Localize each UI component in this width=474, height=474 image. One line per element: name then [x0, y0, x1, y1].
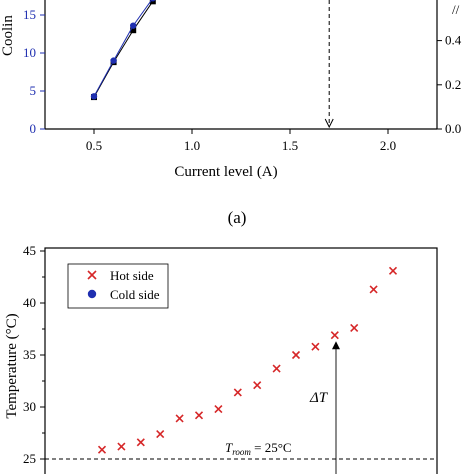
room-temp-label: Troom = 25°C [225, 440, 292, 457]
top-y2-tick-label: 0.0 [445, 121, 461, 136]
top-dashed-arrowhead [324, 118, 334, 129]
hot-side-marker-icon [87, 270, 97, 280]
bottom-series [97, 266, 398, 454]
top-y-tick-label: 5 [30, 83, 37, 98]
top-xlabel: Current level (A) [174, 164, 277, 180]
top-point-square [149, 0, 156, 5]
hot-side-point [156, 429, 165, 439]
bottom-ticks: 25 30 35 40 45 [23, 243, 45, 466]
hot-side-point [117, 442, 126, 451]
legend-box [67, 263, 169, 309]
top-point-circle [150, 0, 156, 2]
top-y2-tick-label: 0.4 [445, 33, 462, 48]
top-point-square [130, 27, 137, 34]
hot-side-point [388, 266, 398, 275]
hot-side-point [97, 445, 107, 454]
hot-side-point [214, 405, 223, 414]
delta-t-arrowhead [332, 341, 340, 350]
hot-side-point [369, 285, 378, 294]
hot-side-point [233, 388, 242, 397]
top-series-line [93, 0, 153, 97]
top-y-tick-label: 10 [23, 45, 36, 60]
panel-label-a: (a) [228, 208, 247, 227]
top-point-circle [110, 57, 117, 64]
hot-side-point [291, 350, 301, 360]
top-point-circle [130, 22, 137, 29]
bottom-chart: Temperature (°C) 25 30 35 40 45 Hot side Col… [4, 243, 438, 474]
top-ylabel: Coolin [0, 15, 16, 56]
cold-side-marker-icon [87, 289, 97, 299]
bottom-y-tick-label: 30 [23, 399, 36, 414]
bottom-y-tick-label: 35 [23, 347, 36, 362]
bottom-y-tick-label: 45 [23, 243, 36, 258]
delta-t-label: ΔT [309, 390, 329, 406]
hot-side-point [311, 342, 320, 351]
top-x-tick-label: 1.0 [184, 138, 200, 153]
top-y-tick-label: 0 [30, 121, 37, 136]
top-ticks: 0.5 1.0 1.5 2.0 0 5 10 15 0.0 0.2 0.4 [23, 7, 462, 153]
legend-hot-label: Hot side [110, 268, 154, 283]
hot-side-point [350, 323, 359, 333]
top-y2-label: // [452, 2, 460, 17]
hot-side-point [253, 381, 262, 390]
bottom-y-tick-label: 40 [23, 295, 36, 310]
hot-side-point [194, 411, 204, 420]
top-series [90, 0, 334, 129]
hot-side-point [136, 438, 145, 447]
top-chart: Coolin // Current level (A) (a) 0.5 1.0 1.… [0, 0, 462, 227]
bottom-y-tick-label: 25 [23, 451, 36, 466]
top-x-tick-label: 2.0 [380, 138, 396, 153]
legend-item-cold: Cold side [87, 287, 160, 302]
legend-item-hot: Hot side [87, 268, 154, 283]
bottom-frame [44, 247, 438, 474]
top-y2-tick-label: 0.2 [445, 77, 461, 92]
top-y-tick-label: 15 [23, 7, 36, 22]
bottom-ylabel: Temperature (°C) [4, 313, 20, 418]
hot-side-point [175, 414, 184, 423]
top-point-circle [90, 93, 98, 100]
top-x-tick-label: 0.5 [86, 138, 102, 153]
top-series-line [93, 1, 154, 98]
hot-side-point [330, 331, 339, 340]
hot-side-point [272, 364, 281, 373]
top-x-tick-label: 1.5 [282, 138, 298, 153]
legend-cold-label: Cold side [110, 287, 160, 302]
